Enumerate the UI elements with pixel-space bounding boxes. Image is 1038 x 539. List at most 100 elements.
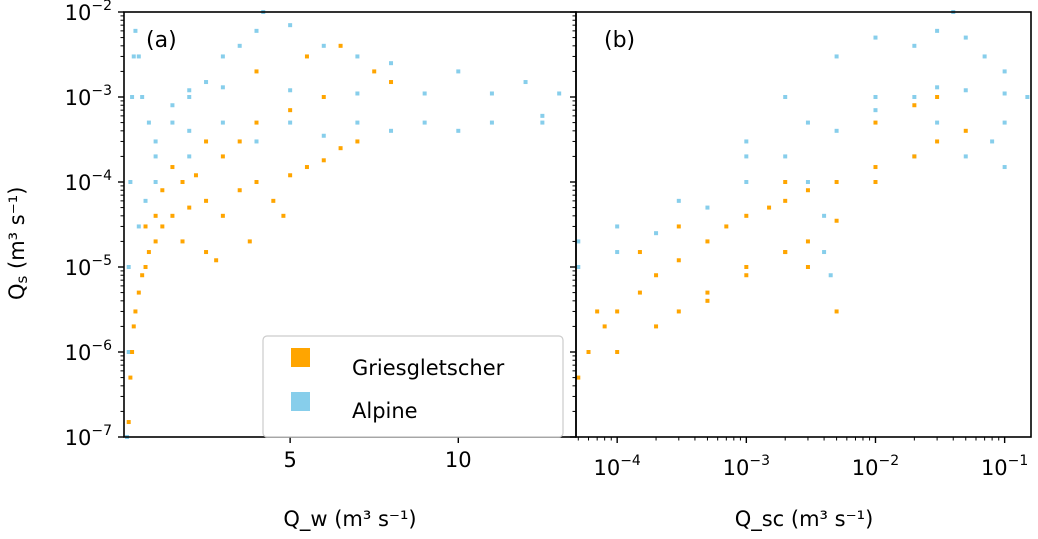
data-point-alpine <box>133 28 138 33</box>
legend: Griesgletscher Alpine <box>262 335 564 438</box>
data-point-alpine <box>288 120 293 125</box>
data-point-griesgletscher <box>247 239 252 244</box>
data-point-alpine <box>783 95 788 99</box>
legend-box <box>262 335 564 438</box>
data-point-alpine <box>805 120 810 125</box>
panel-b-label: (b) <box>604 28 635 53</box>
data-point-alpine <box>540 113 545 118</box>
data-point-alpine <box>146 120 151 125</box>
y-tick-label: 10−3 <box>65 83 112 110</box>
data-point-alpine <box>990 139 995 144</box>
data-point-griesgletscher <box>126 420 131 425</box>
data-point-griesgletscher <box>805 265 810 269</box>
panel-b-frame <box>575 11 1032 438</box>
data-point-alpine <box>153 139 158 144</box>
data-point-griesgletscher <box>615 350 620 354</box>
data-point-griesgletscher <box>834 180 839 184</box>
data-point-alpine <box>654 231 659 236</box>
data-point-griesgletscher <box>805 239 810 244</box>
data-point-griesgletscher <box>705 298 710 303</box>
data-point-alpine <box>126 350 131 354</box>
data-point-alpine <box>143 198 148 203</box>
data-point-alpine <box>615 250 620 255</box>
data-point-alpine <box>676 198 681 203</box>
data-point-griesgletscher <box>676 224 681 229</box>
data-point-alpine <box>187 88 192 93</box>
data-point-griesgletscher <box>338 43 343 48</box>
data-point-griesgletscher <box>783 250 788 255</box>
data-point-alpine <box>153 154 158 159</box>
data-point-alpine <box>744 139 749 144</box>
data-point-griesgletscher <box>744 273 749 278</box>
data-point-alpine <box>128 180 133 184</box>
data-point-alpine <box>834 54 839 59</box>
data-point-griesgletscher <box>355 139 360 144</box>
data-point-alpine <box>963 35 968 40</box>
data-point-alpine <box>982 54 987 59</box>
data-point-alpine <box>288 23 293 28</box>
data-point-griesgletscher <box>834 309 839 314</box>
data-point-alpine <box>389 128 394 133</box>
data-point-alpine <box>576 239 581 244</box>
data-point-griesgletscher <box>321 158 326 163</box>
data-point-griesgletscher <box>160 224 165 229</box>
data-point-griesgletscher <box>220 213 225 218</box>
data-point-alpine <box>828 273 833 278</box>
data-point-alpine <box>140 95 145 99</box>
panel-b-points <box>576 10 1030 380</box>
data-point-griesgletscher <box>338 146 343 151</box>
x-tick-label: 10−1 <box>981 453 1028 480</box>
legend-label-griesgletscher: Griesgletscher <box>352 356 505 380</box>
data-point-griesgletscher <box>783 180 788 184</box>
data-point-alpine <box>456 69 461 74</box>
data-point-alpine <box>321 133 326 138</box>
data-point-griesgletscher <box>595 309 600 314</box>
data-point-griesgletscher <box>204 250 209 255</box>
data-point-griesgletscher <box>767 205 772 210</box>
data-point-griesgletscher <box>214 258 219 263</box>
x-tick-label: 5 <box>283 448 296 472</box>
data-point-alpine <box>935 120 940 125</box>
data-point-griesgletscher <box>724 224 729 229</box>
data-point-griesgletscher <box>935 139 940 144</box>
data-point-griesgletscher <box>220 154 225 159</box>
y-tick-label: 10−5 <box>65 253 112 280</box>
data-point-griesgletscher <box>586 350 591 354</box>
y-tick-label: 10−4 <box>65 168 112 195</box>
data-point-alpine <box>744 180 749 184</box>
data-point-alpine <box>523 80 528 85</box>
data-point-alpine <box>783 154 788 159</box>
data-point-griesgletscher <box>131 324 136 329</box>
data-point-alpine <box>355 120 360 125</box>
data-point-alpine <box>705 205 710 210</box>
data-point-griesgletscher <box>873 180 878 184</box>
data-point-alpine <box>805 180 810 184</box>
data-point-alpine <box>220 54 225 59</box>
data-point-alpine <box>321 43 326 48</box>
ylabel-sub: s <box>13 275 31 283</box>
data-point-alpine <box>1002 120 1007 125</box>
x-tick-label: 10−2 <box>852 453 899 480</box>
data-point-alpine <box>422 120 427 125</box>
data-point-griesgletscher <box>389 80 394 85</box>
x-tick-label: 10 <box>445 448 472 472</box>
data-point-griesgletscher <box>180 239 185 244</box>
data-point-alpine <box>1025 95 1030 99</box>
data-point-griesgletscher <box>187 205 192 210</box>
data-point-griesgletscher <box>136 290 141 295</box>
data-point-alpine <box>489 91 494 96</box>
data-point-griesgletscher <box>744 265 749 269</box>
data-point-griesgletscher <box>912 154 917 159</box>
data-point-griesgletscher <box>637 290 642 295</box>
ylabel: Qs (m³ s⁻¹) <box>5 187 31 300</box>
data-point-griesgletscher <box>873 165 878 170</box>
y-tick-label: 10−7 <box>65 423 112 450</box>
panel-a-label: (a) <box>146 28 177 53</box>
data-point-alpine <box>187 95 192 99</box>
data-point-griesgletscher <box>170 165 175 170</box>
data-point-griesgletscher <box>193 173 198 178</box>
data-point-alpine <box>170 103 175 108</box>
data-point-alpine <box>873 95 878 99</box>
data-point-alpine <box>873 35 878 40</box>
